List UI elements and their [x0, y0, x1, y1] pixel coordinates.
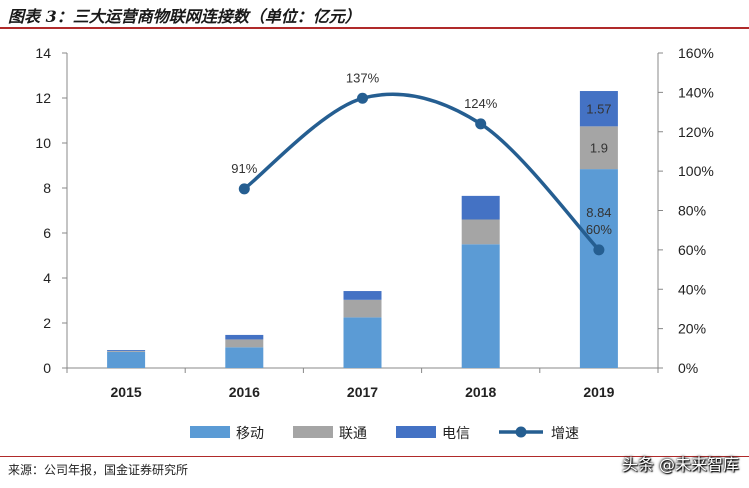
title-divider [0, 27, 749, 29]
bar-unicom-2016 [225, 339, 264, 348]
legend-label: 联通 [339, 426, 367, 442]
left-tick-label: 0 [43, 360, 51, 376]
growth-line [243, 92, 601, 252]
bar-mobile-2017 [343, 317, 382, 368]
bar-unicom-2018 [461, 219, 500, 245]
bar-unicom-2015 [107, 350, 146, 352]
x-tick-label: 2017 [347, 384, 378, 400]
left-tick-label: 2 [43, 315, 51, 331]
bar-data-label: 1.57 [586, 102, 611, 117]
x-tick-label: 2019 [583, 384, 614, 400]
bar-mobile-2016 [225, 347, 264, 368]
left-tick-label: 8 [43, 180, 51, 196]
right-tick-label: 0% [678, 360, 698, 376]
left-tick-label: 10 [35, 135, 51, 151]
right-tick-label: 20% [678, 321, 706, 337]
legend-swatch-telecom [396, 426, 436, 438]
growth-data-label: 124% [464, 96, 498, 111]
legend-marker-growth [515, 426, 527, 438]
right-tick-label: 140% [678, 84, 714, 100]
chart-title: 图表 3：三大运营商物联网连接数（单位：亿元） [8, 7, 361, 26]
growth-point-2019 [593, 244, 605, 256]
left-tick-label: 4 [43, 270, 51, 286]
bar-mobile-2015 [107, 351, 146, 368]
watermark: 头条 @未来智库 [621, 455, 739, 474]
bar-unicom-2019 [579, 126, 618, 170]
legend-label: 增速 [551, 426, 579, 442]
bar-telecom-2017 [343, 291, 382, 300]
bar-mobile-2019 [579, 169, 618, 368]
x-tick-label: 2018 [465, 384, 496, 400]
right-tick-label: 40% [678, 281, 706, 297]
bar-unicom-2017 [343, 299, 382, 318]
growth-data-label: 60% [586, 222, 612, 237]
bar-telecom-2015 [107, 350, 146, 351]
right-tick-label: 100% [678, 163, 714, 179]
legend-swatch-mobile [190, 426, 230, 438]
x-tick-label: 2016 [229, 384, 260, 400]
bar-data-label: 8.84 [586, 205, 611, 220]
right-tick-label: 80% [678, 203, 706, 219]
legend-label: 电信 [442, 426, 470, 442]
left-tick-label: 12 [35, 90, 51, 106]
legend-label: 移动 [236, 426, 264, 442]
bar-telecom-2016 [225, 334, 264, 340]
bar-telecom-2019 [579, 91, 618, 127]
bar-mobile-2018 [461, 244, 500, 368]
legend-swatch-unicom [293, 426, 333, 438]
right-tick-label: 160% [678, 45, 714, 61]
bar-telecom-2018 [461, 195, 500, 220]
growth-data-label: 91% [231, 161, 257, 176]
bar-data-label: 1.9 [590, 141, 608, 156]
growth-point-2017 [357, 92, 368, 104]
source-divider [0, 456, 749, 457]
right-tick-label: 60% [678, 242, 706, 258]
source-note: 来源：公司年报，国金证券研究所 [8, 463, 189, 477]
growth-point-2016 [238, 183, 250, 195]
right-tick-label: 120% [678, 124, 714, 140]
left-tick-label: 6 [43, 225, 51, 241]
growth-data-label: 137% [346, 70, 380, 85]
x-tick-label: 2015 [111, 384, 142, 400]
left-tick-label: 14 [35, 45, 51, 61]
growth-point-2018 [475, 118, 487, 130]
